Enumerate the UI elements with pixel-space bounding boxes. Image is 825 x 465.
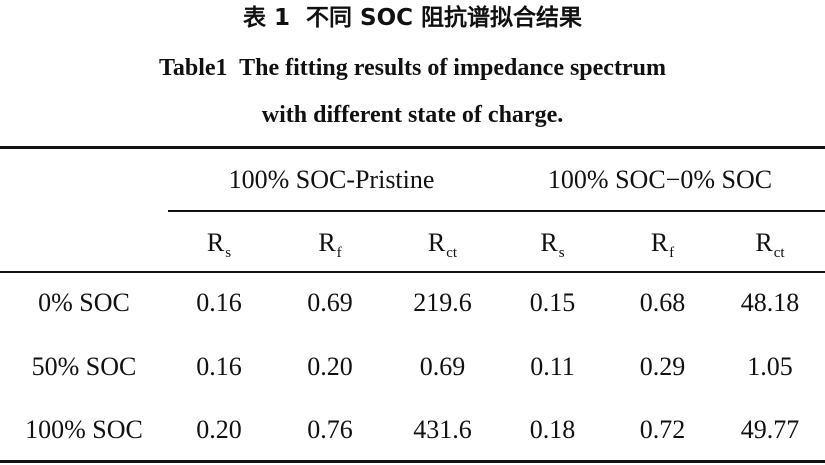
table-header-rule (0, 271, 825, 273)
table-cell: 0.69 (307, 288, 353, 317)
table-cell: 0.29 (639, 352, 686, 381)
table-caption-english-line2: with different state of charge. (261, 102, 564, 128)
column-header-symbol: R (540, 228, 558, 257)
column-header-symbol: R (650, 228, 669, 257)
column-header-subscript: f (336, 245, 342, 261)
table-cell: 0.15 (529, 288, 576, 317)
table-cell: 0.20 (307, 352, 353, 381)
column-header: Rs (495, 223, 610, 267)
table-column-header-row: Rs Rf Rct Rs Rf Rct (0, 223, 825, 263)
table-caption-english-line1: Table1 The fitting results of impedance … (159, 55, 666, 81)
column-header-subscript: ct (773, 245, 785, 261)
table-bottom-rule (0, 460, 825, 463)
table-cell: 431.6 (413, 415, 472, 444)
table-cell: 0.68 (639, 288, 686, 317)
table-cell: 0.16 (196, 352, 242, 381)
column-header-subscript: ct (446, 245, 458, 261)
column-header-symbol: R (755, 228, 773, 257)
table-cell: 0.20 (196, 415, 242, 444)
column-header: Rct (715, 223, 825, 267)
table-group-rule (168, 210, 825, 212)
column-header: Rct (390, 223, 495, 267)
table-cell: 0.16 (196, 288, 242, 317)
table-cell: 1.05 (747, 352, 793, 381)
table-cell: 49.77 (740, 415, 800, 444)
table-cell: 0.72 (639, 415, 686, 444)
row-label: 0% SOC (38, 288, 130, 317)
column-header: Rf (270, 223, 390, 267)
table-row: 50% SOC 0.16 0.20 0.69 0.11 0.29 1.05 (0, 347, 825, 387)
table-row: 0% SOC 0.16 0.69 219.6 0.15 0.68 48.18 (0, 283, 825, 323)
column-header: Rf (610, 223, 715, 267)
column-header-symbol: R (427, 228, 446, 257)
table-cell: 48.18 (740, 288, 800, 317)
column-header-subscript: s (558, 245, 565, 261)
table-top-rule (0, 146, 825, 149)
table-cell: 219.6 (413, 288, 472, 317)
group-header-discharge: 100% SOC−0% SOC (547, 165, 773, 194)
column-header-subscript: s (225, 245, 232, 261)
table-caption-chinese: 表 1 不同 SOC 阻抗谱拟合结果 (242, 5, 583, 31)
table-cell: 0.76 (307, 415, 353, 444)
group-header-pristine: 100% SOC-Pristine (228, 165, 435, 194)
row-label: 50% SOC (31, 352, 137, 381)
table-cell: 0.69 (419, 352, 466, 381)
column-header: Rs (168, 223, 270, 267)
column-header-subscript: f (669, 245, 675, 261)
table-row: 100% SOC 0.20 0.76 431.6 0.18 0.72 49.77 (0, 410, 825, 450)
column-header-symbol: R (206, 228, 225, 257)
row-label: 100% SOC (25, 415, 143, 444)
column-header-symbol: R (318, 228, 336, 257)
table-cell: 0.18 (529, 415, 576, 444)
table-cell: 0.11 (530, 352, 575, 381)
table-group-header-row: 100% SOC-Pristine 100% SOC−0% SOC (0, 160, 825, 200)
